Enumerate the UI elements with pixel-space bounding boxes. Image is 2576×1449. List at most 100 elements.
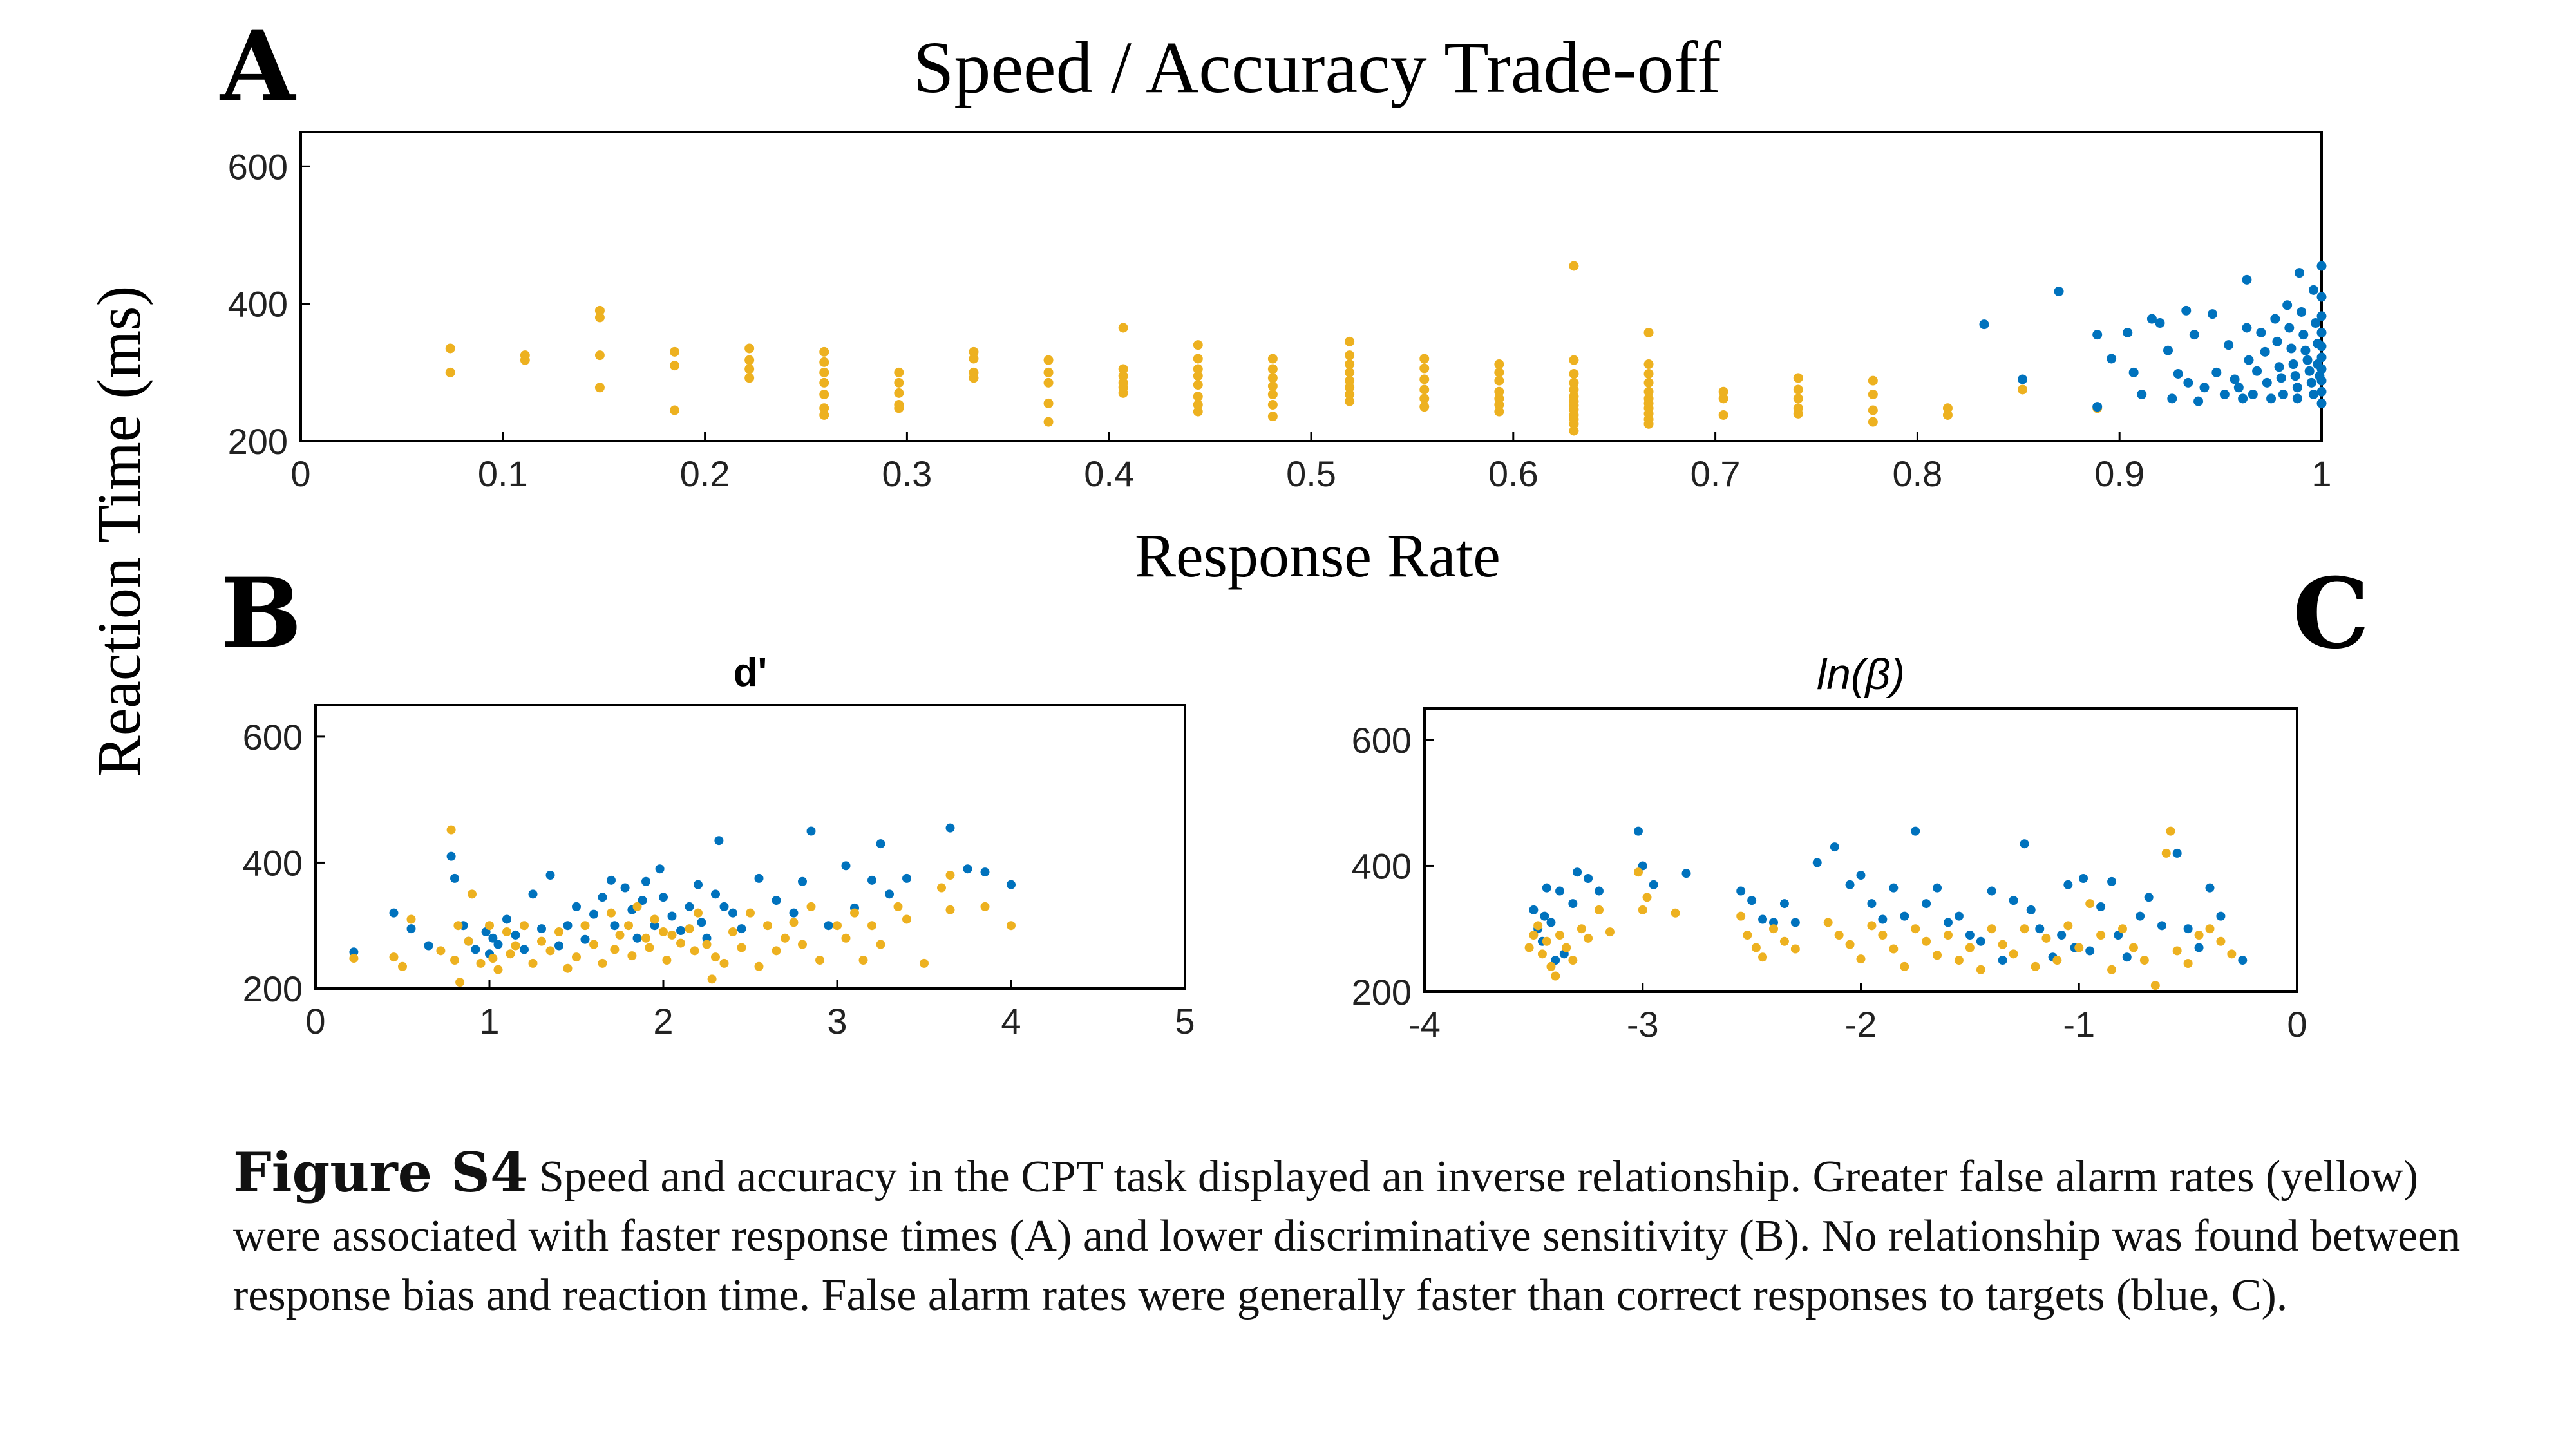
blue-data-point bbox=[2233, 383, 2244, 393]
yellow-data-point bbox=[1193, 354, 1203, 364]
yellow-data-point bbox=[2150, 981, 2160, 990]
yellow-data-point bbox=[2166, 826, 2175, 836]
blue-data-point bbox=[655, 864, 665, 874]
yellow-data-point bbox=[894, 388, 904, 398]
blue-data-point bbox=[980, 867, 990, 877]
yellow-data-point bbox=[1267, 364, 1278, 374]
blue-data-point bbox=[2183, 377, 2193, 388]
x-tick-label: 1 bbox=[479, 1001, 499, 1041]
yellow-data-point bbox=[1267, 389, 1278, 399]
y-tick-label: 400 bbox=[1352, 846, 1412, 886]
blue-data-point bbox=[2009, 896, 2018, 905]
blue-data-point bbox=[511, 930, 520, 940]
x-tick-label: -4 bbox=[1408, 1004, 1441, 1045]
x-tick-label: 0.4 bbox=[1084, 453, 1134, 494]
yellow-data-point bbox=[1569, 377, 1579, 388]
yellow-data-point bbox=[670, 405, 680, 415]
y-tick-label: 200 bbox=[243, 969, 303, 1009]
yellow-data-point bbox=[445, 343, 455, 354]
blue-data-point bbox=[2270, 314, 2280, 324]
yellow-data-point bbox=[1555, 931, 1565, 940]
blue-data-point bbox=[2244, 355, 2254, 365]
yellow-data-point bbox=[502, 927, 511, 936]
y-tick-label: 200 bbox=[228, 421, 288, 462]
yellow-data-point bbox=[694, 908, 703, 918]
yellow-data-point bbox=[1193, 399, 1203, 410]
blue-data-point bbox=[2242, 323, 2252, 333]
charts-svg: 0 0.1 0.2 0.3 0.4 0.5 0.6 0.7 0.8 0.9 1 200 400 600 0 1… bbox=[228, 131, 2332, 1045]
blue-data-point bbox=[2079, 874, 2088, 883]
yellow-data-point bbox=[1043, 398, 1054, 408]
blue-data-point bbox=[2114, 931, 2123, 940]
yellow-data-point bbox=[1345, 383, 1355, 393]
yellow-data-point bbox=[1193, 340, 1203, 350]
yellow-data-point bbox=[815, 956, 824, 965]
yellow-data-point bbox=[2063, 921, 2073, 931]
x-tick-label: 3 bbox=[827, 1001, 847, 1041]
blue-data-point bbox=[1830, 842, 1839, 852]
yellow-data-point bbox=[594, 350, 605, 361]
yellow-data-point bbox=[1345, 367, 1355, 377]
blue-data-point bbox=[676, 926, 685, 936]
yellow-data-point bbox=[1643, 327, 1654, 337]
yellow-data-point bbox=[1542, 936, 1551, 946]
yellow-data-point bbox=[1942, 403, 1953, 413]
yellow-data-point bbox=[850, 908, 859, 918]
yellow-data-point bbox=[1043, 377, 1054, 388]
blue-data-point bbox=[1867, 899, 1877, 909]
yellow-data-point bbox=[1419, 363, 1430, 374]
yellow-data-point bbox=[1345, 396, 1355, 406]
yellow-data-point bbox=[1345, 359, 1355, 370]
yellow-data-point bbox=[1562, 943, 1571, 952]
yellow-data-point bbox=[969, 373, 979, 383]
yellow-data-point bbox=[445, 367, 455, 377]
blue-data-point bbox=[2302, 355, 2313, 365]
x-tick-label: 2 bbox=[653, 1001, 673, 1041]
yellow-data-point bbox=[2172, 946, 2182, 956]
yellow-data-point bbox=[1419, 402, 1430, 412]
blue-data-point bbox=[598, 893, 607, 902]
yellow-data-point bbox=[1671, 908, 1680, 918]
blue-data-point bbox=[2057, 931, 2067, 940]
yellow-data-point bbox=[1569, 368, 1579, 379]
yellow-data-point bbox=[506, 949, 515, 959]
yellow-data-point bbox=[1345, 375, 1355, 386]
blue-data-point bbox=[537, 924, 546, 934]
x-tick-label: 0.2 bbox=[680, 453, 730, 494]
blue-data-point bbox=[2123, 327, 2133, 337]
blue-data-point bbox=[885, 889, 894, 899]
blue-data-point bbox=[702, 933, 712, 943]
yellow-data-point bbox=[1267, 373, 1278, 383]
blue-data-point bbox=[667, 911, 677, 921]
yellow-data-point bbox=[781, 933, 790, 943]
blue-data-point bbox=[2122, 952, 2132, 962]
blue-data-point bbox=[610, 921, 620, 931]
yellow-data-point bbox=[841, 933, 851, 943]
blue-data-point bbox=[2107, 876, 2117, 886]
blue-data-point bbox=[945, 823, 955, 833]
blue-data-point bbox=[580, 934, 590, 944]
yellow-data-point bbox=[2085, 899, 2095, 909]
blue-data-point bbox=[2173, 368, 2183, 379]
yellow-data-point bbox=[436, 946, 446, 956]
yellow-data-point bbox=[1419, 384, 1430, 395]
yellow-data-point bbox=[1868, 389, 1878, 399]
blue-data-point bbox=[1649, 880, 1658, 889]
blue-data-point bbox=[2298, 330, 2309, 340]
x-tick-label: 0.5 bbox=[1286, 453, 1336, 494]
blue-data-point bbox=[563, 921, 573, 931]
blue-data-point bbox=[2211, 367, 2222, 377]
yellow-data-point bbox=[1642, 893, 1652, 902]
blue-data-point bbox=[1845, 880, 1855, 889]
yellow-data-point bbox=[744, 373, 755, 383]
blue-data-point bbox=[963, 864, 972, 874]
chart-b: 0 1 2 3 4 5 200 400 600 d' bbox=[243, 650, 1195, 1041]
blue-data-point bbox=[754, 873, 764, 883]
yellow-data-point bbox=[744, 343, 755, 354]
blue-data-point bbox=[2219, 389, 2230, 399]
yellow-data-point bbox=[580, 921, 590, 931]
blue-data-point bbox=[902, 873, 911, 883]
blue-data-point bbox=[528, 889, 538, 899]
yellow-data-point bbox=[1569, 261, 1579, 271]
